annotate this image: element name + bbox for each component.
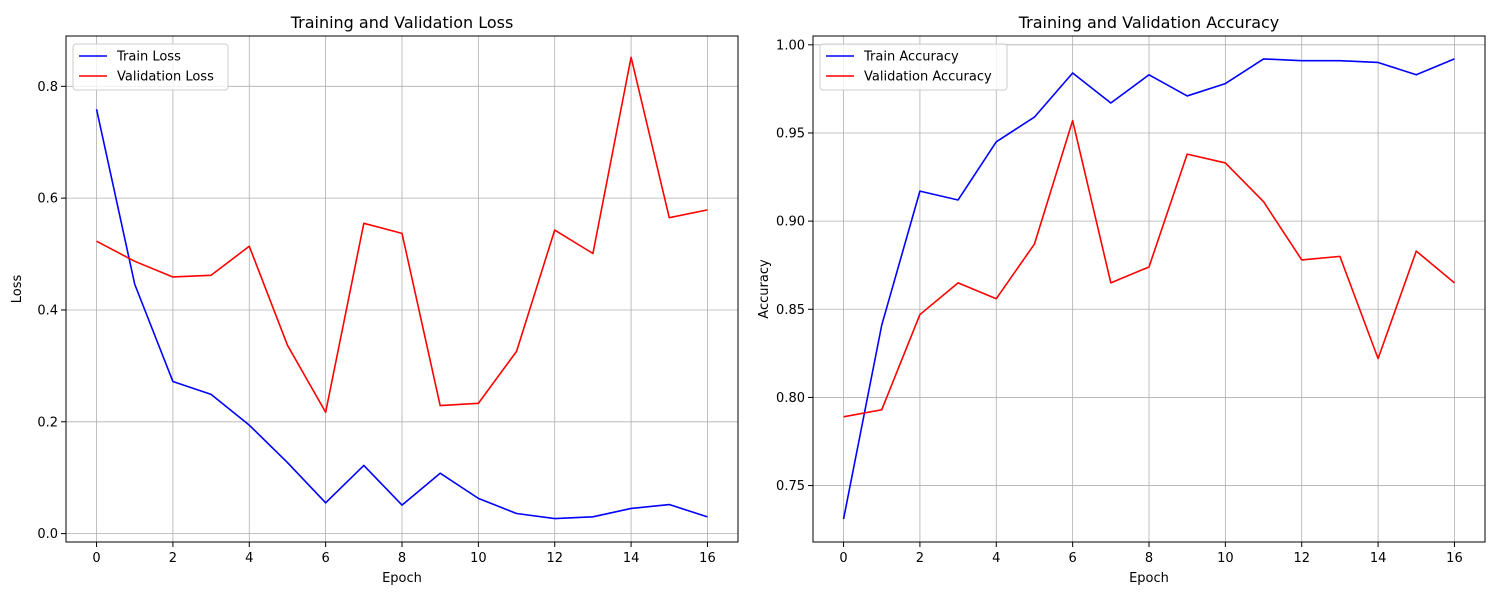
- y-tick-label: 1.00: [776, 38, 805, 53]
- legend-label-0: Train Accuracy: [863, 50, 959, 65]
- series-line-1: [843, 119, 1455, 418]
- series-line-1: [96, 56, 708, 414]
- x-tick-label: 14: [623, 551, 640, 566]
- axes-frame: [65, 35, 739, 543]
- legend-box: [819, 43, 1008, 91]
- x-tick-label: 16: [1446, 551, 1463, 566]
- x-tick-label: 2: [916, 551, 924, 566]
- x-tick-label: 16: [699, 551, 716, 566]
- legend: Train Loss Validation Loss: [72, 43, 229, 91]
- axes-frame: [812, 35, 1486, 543]
- y-tick-label: 0.90: [776, 215, 805, 230]
- x-tick-label: 4: [245, 551, 253, 566]
- x-tick-label: 12: [546, 551, 563, 566]
- x-tick-label: 4: [992, 551, 1000, 566]
- y-tick-label: 0.6: [37, 192, 58, 207]
- y-tick-label: 0.80: [776, 391, 805, 406]
- chart-title: Training and Validation Loss: [290, 13, 514, 32]
- x-tick-label: 8: [398, 551, 406, 566]
- y-axis-label: Accuracy: [757, 259, 772, 319]
- legend-box: [72, 43, 229, 91]
- x-tick-label: 14: [1370, 551, 1387, 566]
- x-tick-label: 2: [169, 551, 177, 566]
- y-tick-label: 0.4: [37, 303, 58, 318]
- y-tick-label: 0.2: [37, 415, 58, 430]
- x-axis-label: Epoch: [382, 571, 422, 586]
- y-tick-label: 0.0: [37, 527, 58, 542]
- y-tick-label: 0.95: [776, 126, 805, 141]
- series-line-0: [842, 58, 1455, 520]
- chart-title: Training and Validation Accuracy: [1018, 13, 1280, 32]
- x-tick-label: 0: [839, 551, 847, 566]
- legend: Train Accuracy Validation Accuracy: [819, 43, 1008, 91]
- y-axis-label: Loss: [10, 275, 25, 304]
- chart-panel-0: 0 2 4 6 8 10 12 14 16 0.0 0.2 0.4 0.6 0.8 Training and…: [10, 13, 739, 586]
- x-tick-label: 10: [1217, 551, 1234, 566]
- x-tick-label: 10: [470, 551, 487, 566]
- legend-label-1: Validation Loss: [117, 70, 214, 85]
- x-tick-label: 0: [92, 551, 100, 566]
- y-tick-label: 0.75: [776, 479, 805, 494]
- x-tick-label: 6: [1068, 551, 1076, 566]
- x-axis-label: Epoch: [1129, 571, 1169, 586]
- x-tick-label: 12: [1293, 551, 1310, 566]
- x-tick-label: 6: [321, 551, 329, 566]
- series-line-0: [95, 109, 708, 520]
- legend-label-1: Validation Accuracy: [864, 70, 992, 85]
- chart-panel-1: 0 2 4 6 8 10 12 14 16 0.75 0.80 0.85 0.90 0.95 1.00 Tra…: [757, 13, 1486, 586]
- y-tick-label: 0.8: [37, 80, 58, 95]
- x-tick-label: 8: [1145, 551, 1153, 566]
- y-tick-label: 0.85: [776, 303, 805, 318]
- legend-label-0: Train Loss: [116, 50, 181, 65]
